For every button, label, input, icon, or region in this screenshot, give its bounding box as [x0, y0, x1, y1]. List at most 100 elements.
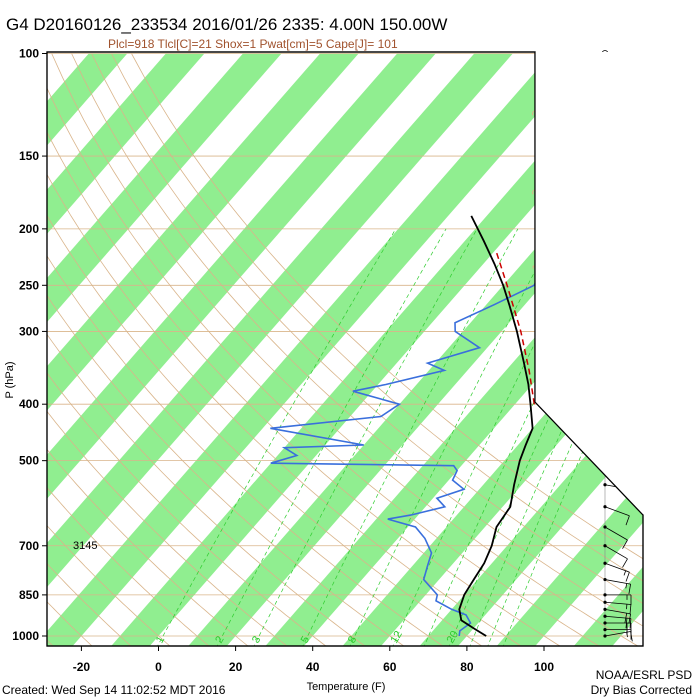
barb-feather [628, 613, 631, 624]
wind-barb [603, 614, 632, 629]
x-tick-label: 0 [155, 660, 162, 674]
barb-feather [629, 604, 632, 615]
barb-feather [625, 571, 630, 582]
y-tick-label: 150 [19, 149, 39, 163]
barb-feather [623, 570, 627, 576]
wind-barb [603, 577, 631, 594]
dry-adiabat [47, 214, 483, 646]
y-tick-label: 250 [19, 278, 39, 292]
dry-adiabat [91, 53, 643, 604]
barb-dot [603, 621, 607, 625]
isotherm-band [188, 125, 643, 646]
dry-adiabat [47, 525, 171, 646]
x-axis-ticks: -20 0 20 40 60 80 100 [73, 646, 554, 674]
isotherm-band [47, 53, 590, 646]
y-tick-label: 700 [19, 539, 39, 553]
barb-feather [625, 583, 628, 589]
x-axis-label: Temperature (F) [307, 681, 386, 693]
x-tick-label: 60 [383, 660, 397, 674]
isotherm-band [342, 301, 643, 646]
barb-feather [625, 515, 630, 526]
mixing-ratio-line [253, 228, 478, 646]
dry-adiabat [47, 487, 210, 646]
x-tick-label: 40 [306, 660, 320, 674]
y-tick-label: 300 [19, 324, 39, 338]
isotherm-band [47, 53, 359, 411]
isotherm-bands [47, 53, 643, 646]
dry-adiabat-lines [0, 53, 643, 649]
dry-adiabat [47, 173, 522, 646]
dry-adiabat [111, 53, 643, 582]
barb-feather [624, 613, 628, 624]
barb-staff [604, 545, 628, 560]
created-timestamp: Created: Wed Sep 14 11:02:52 MDT 2016 [2, 683, 226, 697]
dry-adiabat [47, 372, 327, 646]
mixing-ratio-label: 3 [250, 634, 263, 645]
y-tick-label: 1000 [12, 629, 39, 643]
chart-title: G4 D20160126_233534 2016/01/26 2335: 4.0… [6, 15, 447, 34]
plot-border-overlay [46, 51, 644, 647]
mixing-ratio-label: 32 [661, 255, 673, 267]
credit-line-1: NOAA/ESRL PSD [596, 668, 693, 682]
mixing-ratio-label: 12 [388, 629, 405, 646]
dry-adiabat [47, 255, 444, 646]
barb-staff [604, 631, 631, 637]
y-axis-ticks: 100 150 200 250 300 400 500 700 850 1000 [12, 47, 47, 643]
wind-barb [603, 561, 630, 582]
mixing-ratio-label: 2 [213, 634, 226, 645]
dry-adiabat [47, 410, 288, 646]
wind-barb [603, 544, 628, 568]
dry-adiabat [71, 53, 643, 627]
barb-feather [629, 618, 632, 629]
sounding-profiles [270, 215, 568, 637]
barb-feather [622, 558, 628, 568]
chart-subtitle: Plcl=918 Tlcl[C]=21 Shox=1 Pwat[cm]=5 Ca… [108, 37, 398, 51]
dry-adiabat [47, 87, 600, 646]
x-tick-label: 80 [460, 660, 474, 674]
wind-barb [603, 593, 632, 605]
mixing-ratio-label: 20 [445, 629, 462, 646]
y-tick-label: 400 [19, 397, 39, 411]
dry-adiabat [47, 294, 405, 646]
x-tick-label: 20 [229, 660, 243, 674]
mixing-ratio-label: 8 [346, 634, 359, 645]
isotherm-band [47, 53, 282, 323]
temperature-profile [458, 215, 534, 637]
wind-panel-fill [535, 52, 643, 515]
barb-feather [625, 618, 628, 629]
mixing-ratio-line [157, 228, 397, 646]
y-tick-label: 500 [19, 454, 39, 468]
x-tick-label: -20 [73, 660, 91, 674]
mixing-ratio-line [349, 228, 558, 646]
credit-line-2: Dry Bias Corrected [591, 683, 692, 697]
mixing-ratio-label: 5 [299, 634, 312, 645]
isotherm-band [573, 566, 643, 646]
isotherm-band [47, 53, 128, 146]
isotherm-band [47, 53, 205, 234]
mixing-ratio-label: 28 [648, 255, 660, 267]
y-axis-label: P (hPa) [4, 361, 16, 398]
parcel-profile [495, 252, 536, 405]
dry-adiabat [51, 53, 639, 646]
wind-barb [603, 525, 628, 549]
y-tick-label: 850 [19, 588, 39, 602]
dry-adiabat [47, 563, 132, 646]
plot-frame [46, 51, 644, 647]
barb-feather [628, 584, 631, 594]
wind-barb [603, 607, 631, 624]
isotherm-band [47, 53, 436, 499]
isotherm-band [496, 478, 643, 646]
dry-adiabat [47, 601, 93, 646]
dry-adiabat [47, 448, 249, 646]
barb-staff [604, 526, 628, 541]
dry-adiabat [47, 333, 366, 646]
dry-adiabat [47, 131, 561, 646]
dry-adiabat [0, 54, 16, 649]
barb-staff [604, 615, 631, 619]
barb-feather [622, 539, 628, 549]
mixing-ratio-line [302, 228, 519, 646]
mixing-ratio-line [503, 315, 643, 646]
y-tick-label: 100 [19, 47, 39, 61]
barb-staff [604, 506, 630, 517]
